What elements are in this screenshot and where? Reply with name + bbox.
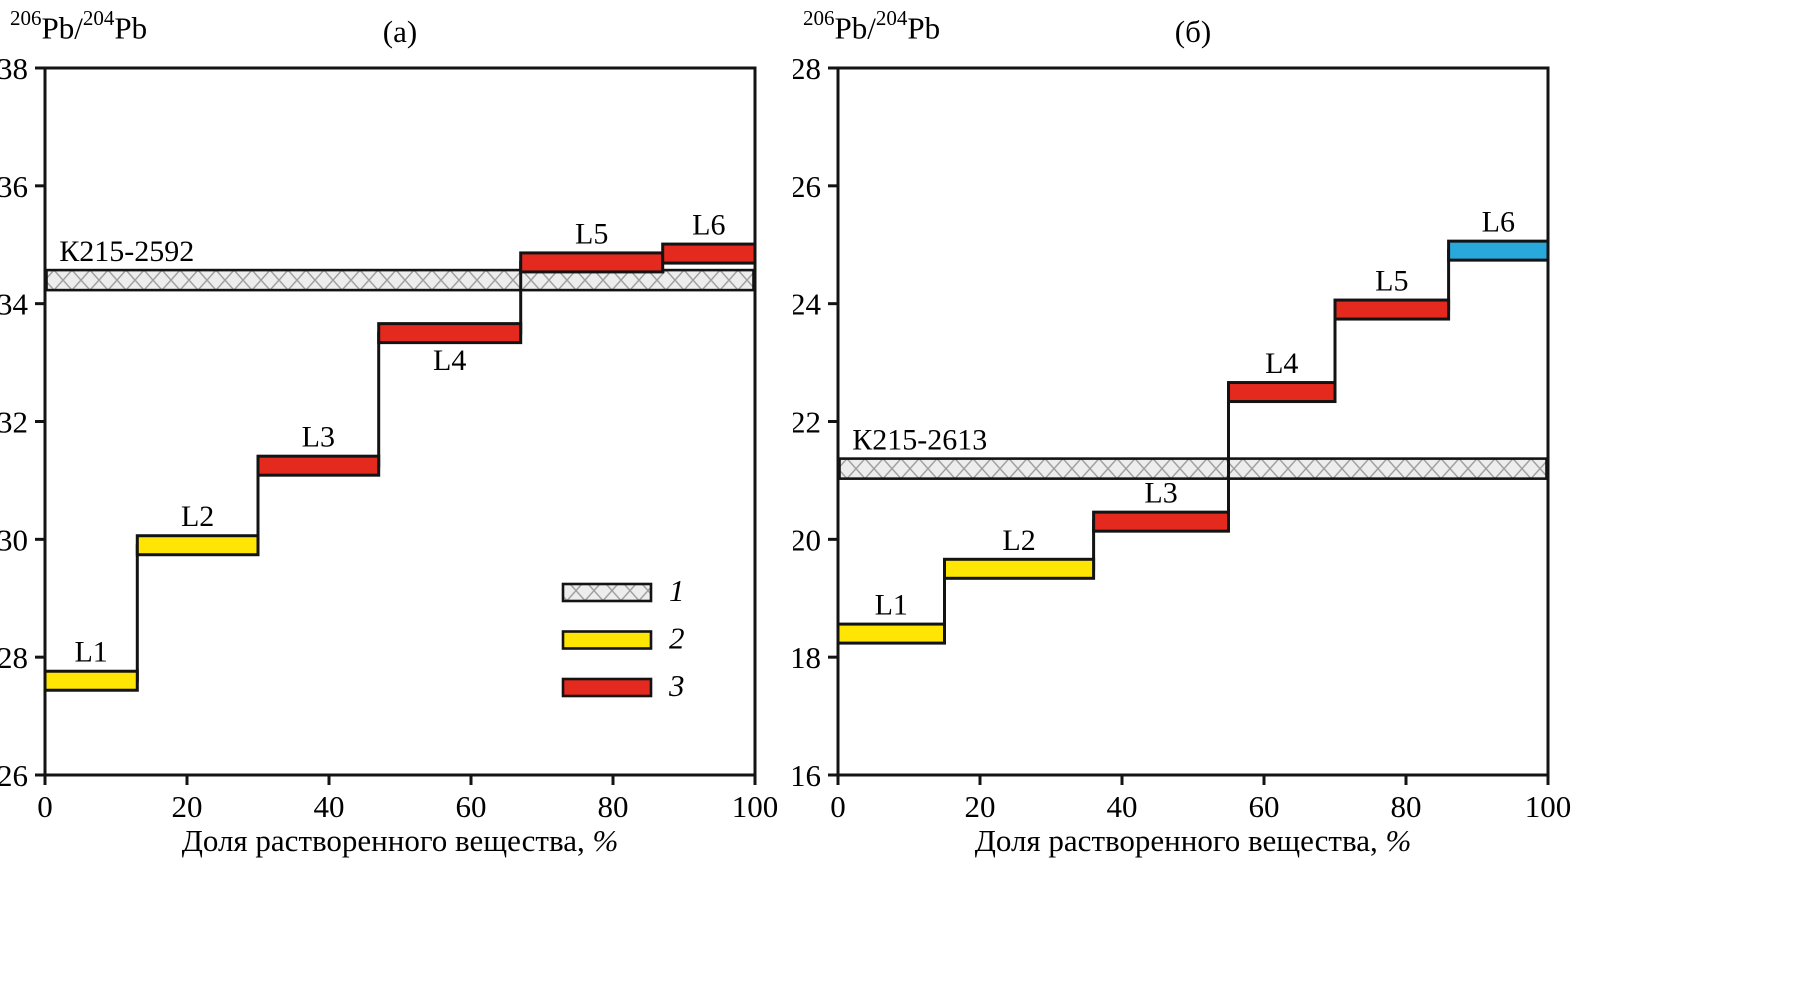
x-tick-label: 0 bbox=[37, 789, 53, 824]
step-line bbox=[45, 252, 755, 683]
step-bar-label-l1: L1 bbox=[875, 589, 908, 622]
panel-a: 206Pb/204Pb (а) К215-2592 L1 L2 L3 L4 L5 L6 0 20… bbox=[0, 0, 790, 981]
x-tick-label: 0 bbox=[830, 789, 846, 824]
step-bar-label-l4: L4 bbox=[433, 344, 466, 377]
x-tick-label: 20 bbox=[965, 789, 996, 824]
step-bar-l1 bbox=[836, 622, 946, 645]
x-tick-label: 60 bbox=[1249, 789, 1280, 824]
step-bar-l3 bbox=[256, 454, 381, 477]
x-tick-label: 80 bbox=[598, 789, 629, 824]
step-bar-label-l5: L5 bbox=[575, 217, 608, 250]
step-bar-l2 bbox=[135, 534, 260, 557]
x-axis-title-unit: % bbox=[1385, 823, 1412, 858]
step-bar-l4 bbox=[1227, 381, 1337, 404]
x-axis-title-text: Доля растворенного вещества, bbox=[181, 823, 585, 858]
panel-b: 206Pb/204Pb (б) К215-2613 L1 L2 L3 L4 L5 L6 0 20… bbox=[793, 0, 1583, 981]
step-bar-l5 bbox=[519, 251, 665, 274]
y-tick-label: 16 bbox=[793, 758, 821, 793]
step-bar-label-l2: L2 bbox=[181, 500, 214, 533]
element-pb: Pb bbox=[907, 10, 941, 46]
y-tick-label: 28 bbox=[0, 640, 28, 675]
x-tick-label: 100 bbox=[1525, 789, 1572, 824]
chart-b-plot: К215-2613 L1 L2 L3 L4 L5 L6 0 20 40 60 80 100 16 18 20 2… bbox=[793, 51, 1572, 824]
ratio-slash: / bbox=[74, 10, 83, 46]
y-tick-label: 32 bbox=[0, 405, 28, 440]
y-tick-label: 28 bbox=[793, 51, 821, 86]
isotope-sup-206: 206 bbox=[803, 6, 835, 30]
x-axis-title-text: Доля растворенного вещества, bbox=[974, 823, 1378, 858]
step-bar-label-l1: L1 bbox=[74, 636, 107, 669]
step-bar-l2 bbox=[943, 557, 1096, 580]
ratio-slash: / bbox=[867, 10, 876, 46]
step-bar-l5 bbox=[1333, 298, 1451, 321]
y-tick-label: 26 bbox=[0, 758, 28, 793]
y-tick-label: 26 bbox=[793, 169, 821, 204]
reference-band bbox=[838, 457, 1548, 480]
x-tick-label: 40 bbox=[314, 789, 345, 824]
legend-swatch-1 bbox=[561, 582, 653, 603]
step-bar-label-l3: L3 bbox=[302, 421, 335, 454]
panel-a-title: (а) bbox=[382, 14, 418, 49]
legend-label-1: 1 bbox=[669, 573, 685, 608]
legend-label-2: 2 bbox=[669, 621, 685, 656]
x-tick-label: 60 bbox=[456, 789, 487, 824]
legend-label-3: 3 bbox=[668, 668, 685, 703]
legend-swatch-2 bbox=[561, 630, 653, 650]
y-axis-title-b: 206Pb/204Pb bbox=[803, 6, 941, 46]
y-tick-label: 24 bbox=[793, 287, 822, 322]
y-tick-label: 38 bbox=[0, 51, 28, 86]
x-tick-label: 80 bbox=[1391, 789, 1422, 824]
x-tick-label: 20 bbox=[172, 789, 203, 824]
x-axis-title-b: Доля растворенного вещества, % bbox=[838, 823, 1548, 859]
step-bar-label-l6: L6 bbox=[692, 209, 725, 242]
y-tick-label: 18 bbox=[793, 640, 821, 675]
y-tick-label: 20 bbox=[793, 522, 821, 557]
step-bar-label-l5: L5 bbox=[1375, 265, 1408, 298]
x-axis-title-a: Доля растворенного вещества, % bbox=[45, 823, 755, 859]
isotope-sup-206: 206 bbox=[10, 6, 42, 30]
isotope-sup-204: 204 bbox=[82, 6, 115, 30]
step-bar-l6 bbox=[1447, 239, 1550, 262]
step-bar-l3 bbox=[1092, 510, 1230, 533]
isotope-sup-204: 204 bbox=[875, 6, 908, 30]
step-bar-label-l2: L2 bbox=[1002, 524, 1035, 557]
step-bar-l4 bbox=[377, 322, 523, 345]
y-tick-label: 22 bbox=[793, 405, 821, 440]
plot-frame bbox=[43, 66, 757, 777]
x-axis-title-unit: % bbox=[592, 823, 619, 858]
legend-swatch-3 bbox=[561, 677, 653, 698]
y-tick-label: 36 bbox=[0, 169, 28, 204]
x-tick-label: 40 bbox=[1107, 789, 1138, 824]
element-pb: Pb bbox=[114, 10, 148, 46]
reference-band-label: К215-2613 bbox=[852, 424, 987, 457]
y-axis-title-a: 206Pb/204Pb bbox=[10, 6, 148, 46]
step-bar-l1 bbox=[43, 669, 139, 692]
y-tick-label: 34 bbox=[0, 287, 29, 322]
chart-a-plot: К215-2592 L1 L2 L3 L4 L5 L6 0 20 40 60 80 100 26 28 30 3… bbox=[0, 51, 779, 824]
step-bar-label-l3: L3 bbox=[1144, 477, 1177, 510]
step-bar-label-l4: L4 bbox=[1265, 347, 1298, 380]
panel-b-title: (б) bbox=[1174, 14, 1212, 49]
y-tick-label: 30 bbox=[0, 522, 28, 557]
element-pb: Pb bbox=[41, 10, 75, 46]
step-bar-l6 bbox=[661, 242, 757, 265]
element-pb: Pb bbox=[834, 10, 868, 46]
reference-band-label: К215-2592 bbox=[59, 235, 194, 268]
plot-frame bbox=[836, 66, 1550, 777]
x-tick-label: 100 bbox=[732, 789, 779, 824]
step-bar-label-l6: L6 bbox=[1482, 206, 1515, 239]
